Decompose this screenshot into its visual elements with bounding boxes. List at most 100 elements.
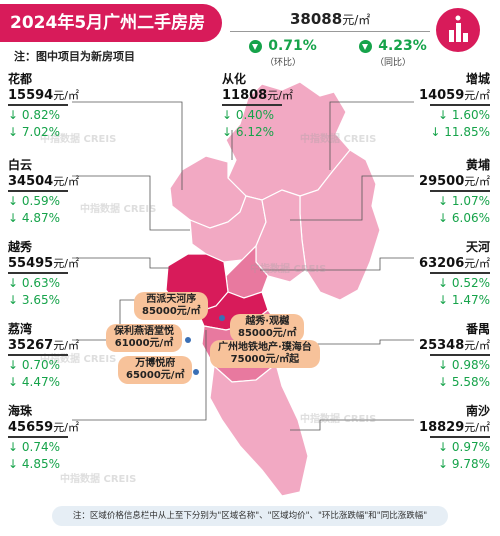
down-arrow-icon (249, 39, 263, 53)
mom-value: 0.71% (268, 38, 317, 54)
project-label: 西派天河序 85000元/㎡ (134, 292, 209, 320)
district-price: 25348元/㎡ (419, 338, 490, 353)
watermark: 中指数据 CREIS (60, 474, 137, 485)
district-price: 15594元/㎡ (8, 88, 79, 103)
mom-change: 0.71% （环比） (238, 38, 328, 68)
district-mom: ↓ 0.40% (222, 108, 274, 122)
district-mom: ↓ 0.59% (8, 194, 60, 208)
district-yoy: ↓ 9.78% (438, 457, 490, 471)
project-name: 广州地铁地产·璞海台 (218, 342, 312, 353)
district-yoy: ↓ 6.12% (222, 125, 274, 139)
project-name: 越秀·观樾 (245, 316, 290, 327)
project-price: 61000元/㎡ (114, 338, 174, 349)
district-divider (222, 104, 282, 106)
district-mom: ↓ 0.74% (8, 440, 60, 454)
district-divider (8, 272, 68, 274)
district-price: 34504元/㎡ (8, 174, 79, 189)
district-yoy: ↓ 6.06% (438, 211, 490, 225)
district-mom: ↓ 1.07% (438, 194, 490, 208)
district-baiyun: 白云 34504元/㎡ ↓ 0.59% ↓ 4.87% (8, 156, 79, 227)
district-price: 63206元/㎡ (419, 256, 490, 271)
city-average-unit: 元/㎡ (342, 13, 371, 27)
district-yoy: ↓ 5.58% (438, 375, 490, 389)
district-haizhu: 海珠 45659元/㎡ ↓ 0.74% ↓ 4.85% (8, 402, 79, 473)
district-name: 白云 (8, 158, 33, 172)
district-yoy: ↓ 11.85% (430, 125, 490, 139)
district-divider (8, 436, 68, 438)
district-mom: ↓ 0.63% (8, 276, 60, 290)
district-mom: ↓ 0.97% (438, 440, 490, 454)
district-price: 45659元/㎡ (8, 420, 79, 435)
header-divider (230, 31, 430, 32)
watermark: 中指数据 CREIS (40, 354, 117, 365)
district-price: 55495元/㎡ (8, 256, 79, 271)
watermark: 中指数据 CREIS (40, 134, 117, 145)
map-note: 注：图中项目为新房项目 (14, 50, 135, 63)
project-label: 广州地铁地产·璞海台 75000元/㎡起 (210, 340, 320, 368)
district-price: 29500元/㎡ (419, 174, 490, 189)
district-tianhe: 天河 63206元/㎡ ↓ 0.52% ↓ 1.47% (419, 238, 490, 309)
project-label: 万博悦府 65000元/㎡ (118, 356, 193, 384)
project-name: 保利燕语堂悦 (114, 326, 174, 337)
city-average-price: 38088元/㎡ (290, 10, 470, 28)
district-divider (8, 354, 68, 356)
district-yuexiu: 越秀 55495元/㎡ ↓ 0.63% ↓ 3.65% (8, 238, 79, 309)
district-divider (430, 104, 490, 106)
city-average-value: 38088 (290, 10, 343, 28)
district-name: 天河 (465, 240, 490, 254)
district-name: 越秀 (8, 240, 33, 254)
project-name: 万博悦府 (135, 358, 176, 369)
watermark: 中指数据 CREIS (300, 414, 377, 425)
yoy-label: （同比） (374, 58, 411, 68)
district-mom: ↓ 0.98% (438, 358, 490, 372)
watermark: 中指数据 CREIS (250, 264, 327, 275)
down-arrow-icon (359, 39, 373, 53)
district-yoy: ↓ 7.02% (8, 125, 60, 139)
district-mom: ↓ 1.60% (438, 108, 490, 122)
district-name: 荔湾 (8, 322, 33, 336)
page-title: 2024年5月广州二手房房价地图 (0, 4, 222, 71)
district-name: 海珠 (8, 404, 33, 418)
district-huangpu: 黄埔 29500元/㎡ ↓ 1.07% ↓ 6.06% (419, 156, 490, 227)
footer-note: 注：区域价格信息栏中从上至下分别为"区域名称"、"区域均价"、"环比涨跌幅"和"… (52, 506, 448, 526)
project-label: 保利燕语堂悦 61000元/㎡ (106, 324, 182, 352)
district-price: 35267元/㎡ (8, 338, 79, 353)
project-price: 65000元/㎡ (126, 370, 185, 381)
district-divider (430, 190, 490, 192)
district-divider (430, 354, 490, 356)
district-panyu: 番禺 25348元/㎡ ↓ 0.98% ↓ 5.58% (419, 320, 490, 391)
district-yoy: ↓ 1.47% (438, 293, 490, 307)
district-name: 黄埔 (465, 158, 490, 172)
brand-logo-icon (436, 8, 480, 52)
district-mom: ↓ 0.82% (8, 108, 60, 122)
district-yoy: ↓ 4.47% (8, 375, 60, 389)
yoy-change: 4.23% （同比） (348, 38, 438, 68)
district-yoy: ↓ 4.87% (8, 211, 60, 225)
project-price: 85000元/㎡ (238, 328, 297, 339)
district-nansha: 南沙 18829元/㎡ ↓ 0.97% ↓ 9.78% (419, 402, 490, 473)
district-mom: ↓ 0.52% (438, 276, 490, 290)
watermark: 中指数据 CREIS (80, 204, 157, 215)
district-divider (430, 436, 490, 438)
watermark: 中指数据 CREIS (300, 134, 377, 145)
project-label: 越秀·观樾 85000元/㎡ (230, 314, 305, 342)
project-price: 75000元/㎡起 (230, 354, 300, 365)
district-name: 花都 (8, 72, 33, 86)
district-yoy: ↓ 3.65% (8, 293, 60, 307)
district-name: 番禺 (465, 322, 490, 336)
district-name: 从化 (222, 72, 247, 86)
mom-label: （环比） (264, 58, 301, 68)
project-name: 西派天河序 (146, 294, 197, 305)
project-price: 85000元/㎡ (142, 306, 201, 317)
district-conghua: 从化 11808元/㎡ ↓ 0.40% ↓ 6.12% (222, 70, 293, 141)
yoy-value: 4.23% (378, 38, 427, 54)
district-liwan: 荔湾 35267元/㎡ ↓ 0.70% ↓ 4.47% (8, 320, 79, 391)
district-name: 增城 (465, 72, 490, 86)
district-divider (430, 272, 490, 274)
district-price: 14059元/㎡ (419, 88, 490, 103)
district-yoy: ↓ 4.85% (8, 457, 60, 471)
district-mom: ↓ 0.70% (8, 358, 60, 372)
district-huadu: 花都 15594元/㎡ ↓ 0.82% ↓ 7.02% (8, 70, 79, 141)
district-price: 18829元/㎡ (419, 420, 490, 435)
district-divider (8, 104, 68, 106)
